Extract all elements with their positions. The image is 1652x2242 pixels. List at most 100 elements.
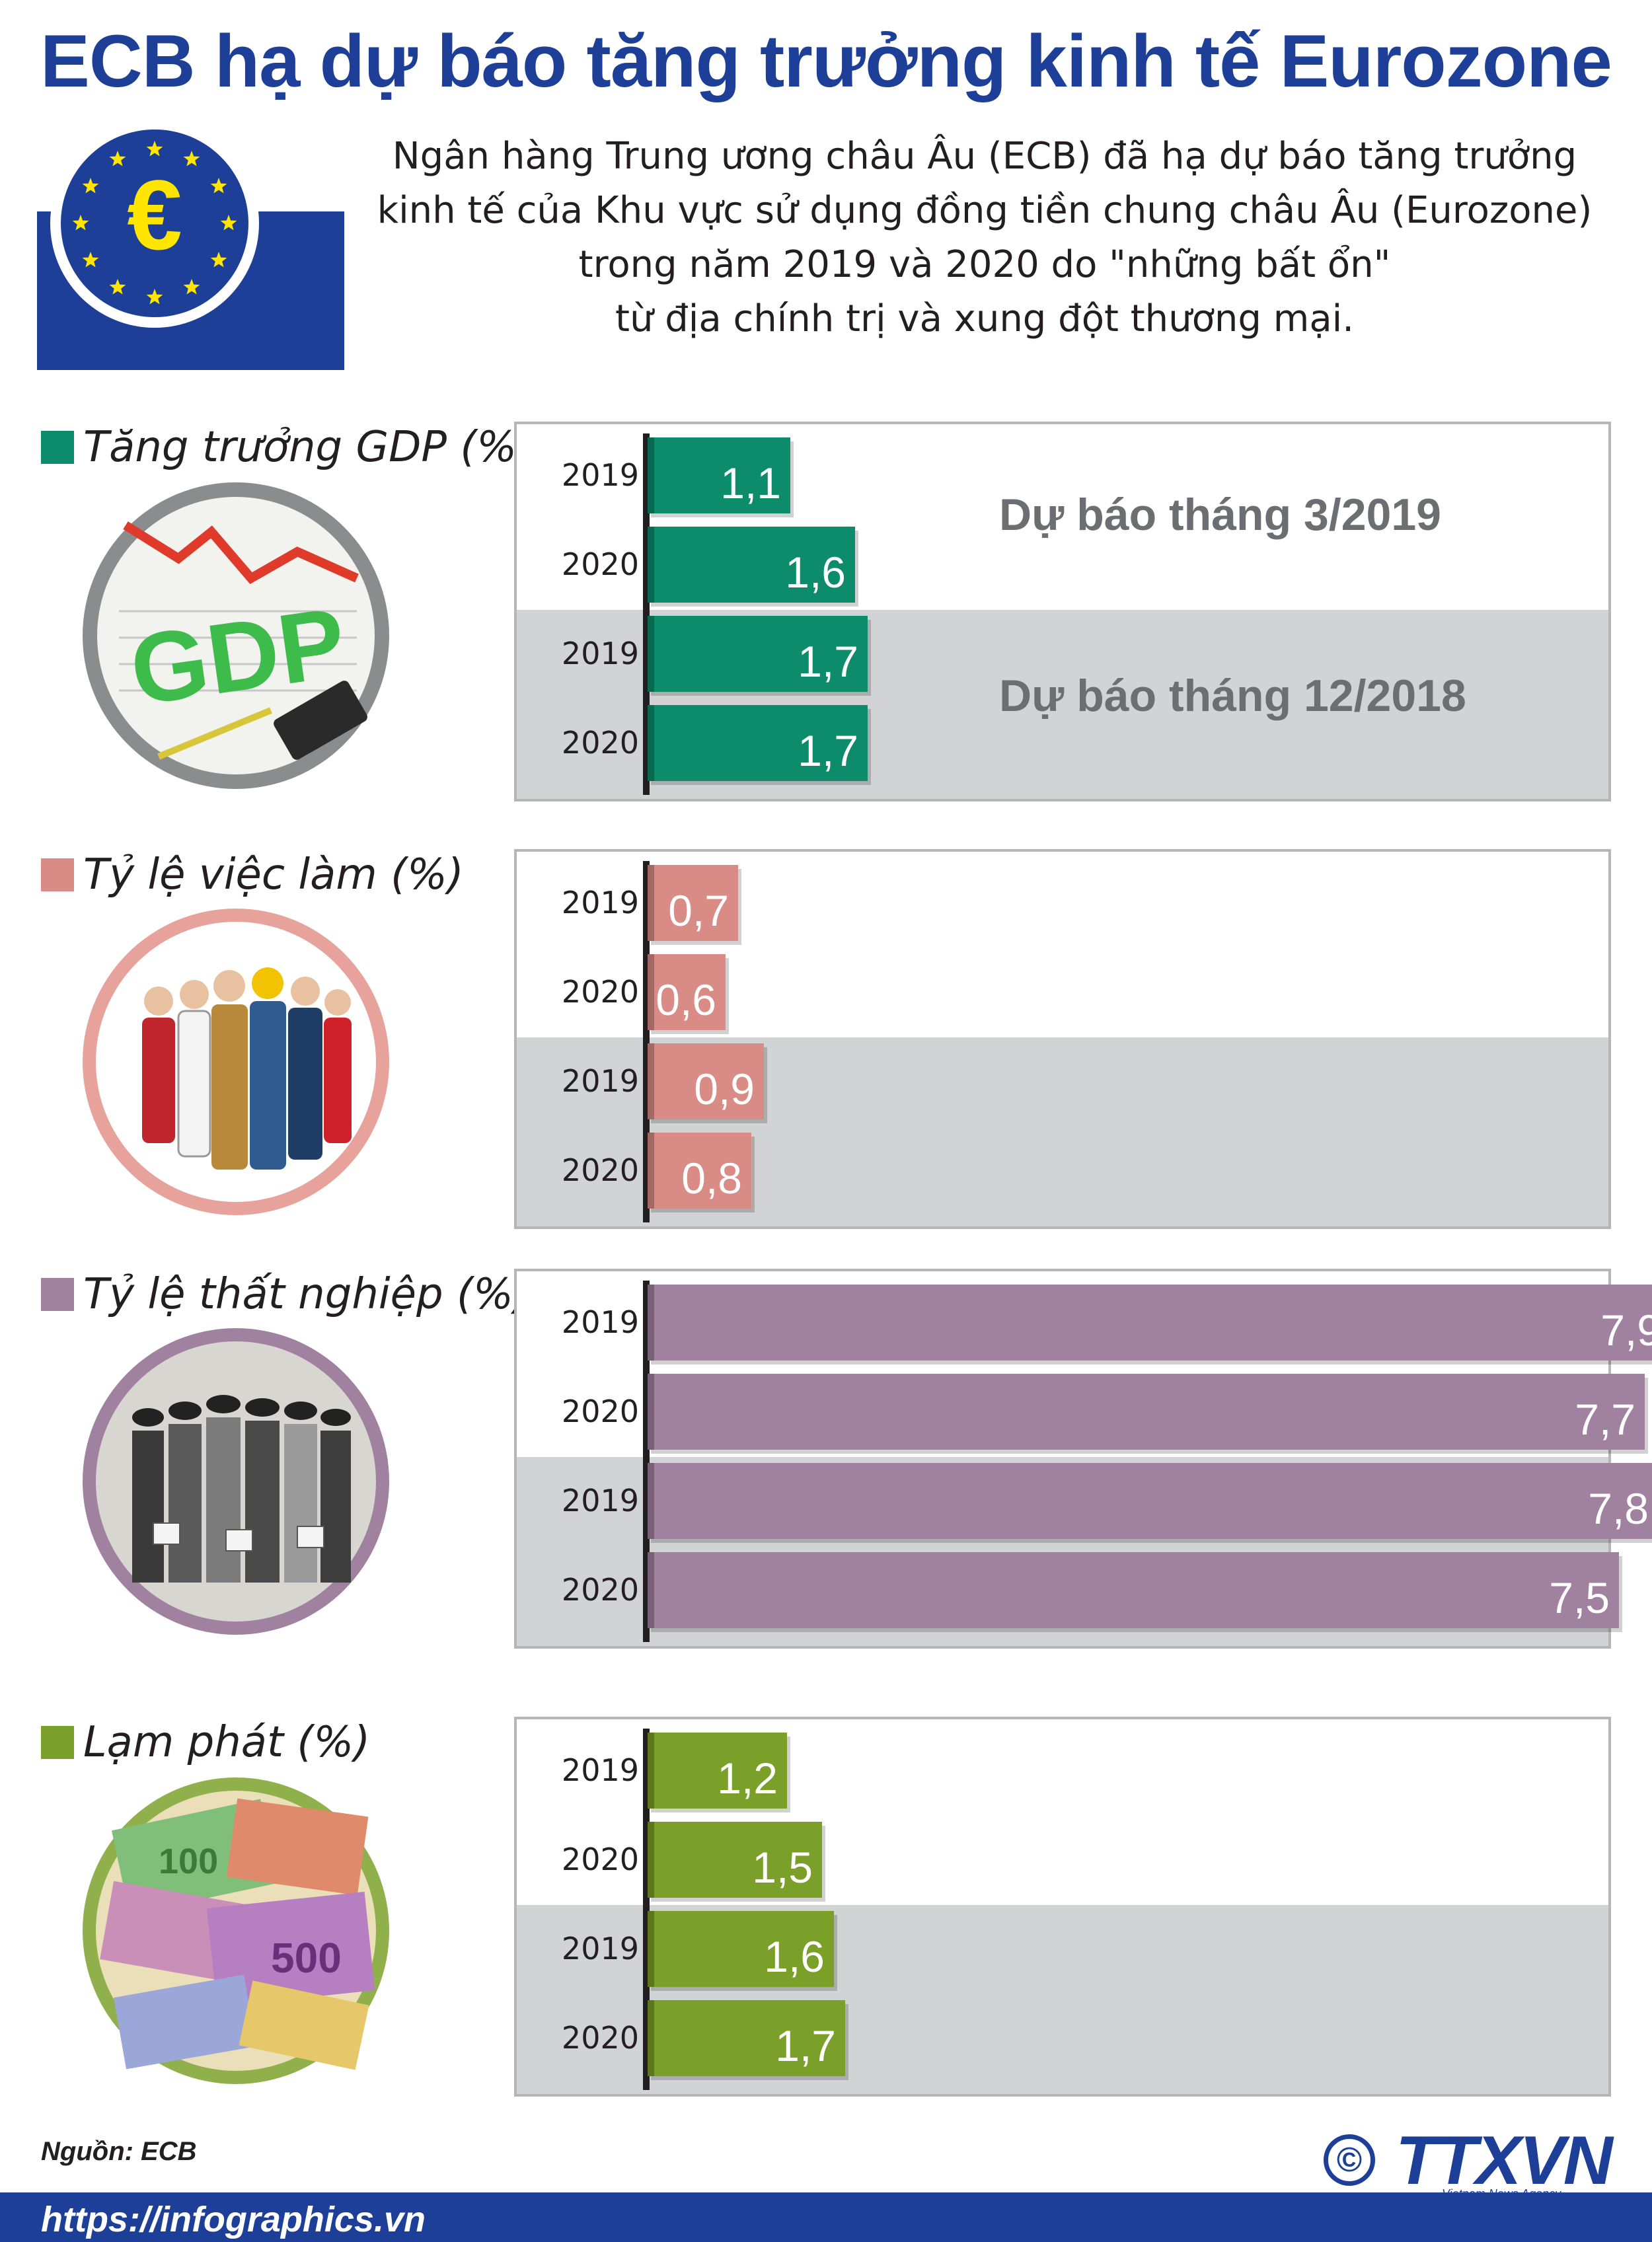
bar-value-label: 0,9 [694, 1065, 755, 1113]
intro-line: Ngân hàng Trung ương châu Âu (ECB) đã hạ… [392, 135, 1577, 178]
employment-chart-panel: 2019 0,7 2020 0,6 2019 0,9 2020 0,8 [514, 849, 1611, 1229]
intro-line: trong năm 2019 và 2020 do "những bất ổn" [578, 243, 1391, 286]
year-label: 2020 [561, 546, 639, 582]
gdp-chart-panel: Dự báo tháng 3/2019 Dự báo tháng 12/2018… [514, 422, 1611, 802]
bar-value-label: 1,2 [717, 1754, 778, 1803]
chart-bar: 0,6 [648, 954, 726, 1030]
inflation-chart-panel: 2019 1,2 2020 1,5 2019 1,6 2020 1,7 [514, 1717, 1611, 2097]
year-label: 2019 [561, 1931, 639, 1966]
year-label: 2020 [561, 725, 639, 761]
intro-text: Ngân hàng Trung ương châu Âu (ECB) đã hạ… [370, 130, 1599, 346]
bar-value-label: 1,7 [798, 637, 858, 686]
gdp-section-label: Tăng trưởng GDP (%) [41, 423, 533, 472]
chart-bar: 1,1 [648, 437, 790, 513]
year-label: 2020 [561, 1152, 639, 1188]
chart-bar: 1,7 [648, 616, 868, 692]
forecast-march-label: Dự báo tháng 3/2019 [999, 490, 1441, 540]
ecb-euro-logo: € [37, 119, 344, 370]
star-icon [109, 279, 126, 295]
chart-bar: 1,6 [648, 527, 855, 603]
inflation-section-label: Lạm phát (%) [41, 1718, 370, 1767]
gdp-legend-swatch [41, 431, 74, 464]
footer-url-link[interactable]: https://infographics.vn [41, 2200, 426, 2239]
bar-value-label: 7,5 [1549, 1573, 1610, 1622]
chart-bar: 0,7 [648, 865, 738, 941]
star-icon [183, 279, 200, 295]
star-icon [210, 178, 227, 194]
source-note: Nguồn: ECB [41, 2137, 197, 2166]
bar-value-label: 1,7 [775, 2021, 836, 2070]
gdp-photo-icon: GDP [79, 479, 393, 793]
bar-value-label: 7,7 [1575, 1395, 1635, 1444]
bar-value-label: 0,6 [656, 975, 716, 1024]
agency-logo: TTXVN Vietnam News Agency [1396, 2122, 1614, 2200]
gdp-section-title: Tăng trưởng GDP (%) [83, 423, 534, 472]
year-label: 2020 [561, 1842, 639, 1877]
year-label: 2019 [561, 1752, 639, 1788]
copyright-icon: © [1324, 2134, 1375, 2186]
employment-legend-swatch [41, 858, 74, 891]
unemployment-legend-swatch [41, 1278, 74, 1311]
bar-value-label: 1,6 [764, 1932, 825, 1981]
employment-section-label: Tỷ lệ việc làm (%) [41, 850, 464, 899]
euro-banknotes-photo-icon: 100 500 [79, 1774, 393, 2088]
footer-bar [0, 2192, 1652, 2242]
intro-line: từ địa chính trị và xung đột thương mại. [615, 297, 1354, 340]
svg-text:500: 500 [271, 1934, 342, 1982]
year-label: 2019 [561, 636, 639, 671]
unemployment-chart-panel: 2019 7,9 2020 7,7 2019 7,8 2020 7,5 [514, 1269, 1652, 1649]
star-icon [146, 289, 163, 305]
chart-axis [643, 861, 650, 1222]
chart-bar: 7,9 [648, 1285, 1652, 1361]
page-title: ECB hạ dự báo tăng trưởng kinh tế Eurozo… [40, 20, 1612, 102]
bar-value-label: 7,8 [1588, 1484, 1649, 1533]
unemployment-section-title: Tỷ lệ thất nghiệp (%) [83, 1270, 530, 1319]
inflation-legend-swatch [41, 1726, 74, 1759]
bar-value-label: 1,5 [752, 1843, 813, 1892]
agency-name: TTXVN [1396, 2122, 1613, 2199]
year-label: 2020 [561, 1572, 639, 1608]
year-label: 2020 [561, 2020, 639, 2056]
year-label: 2020 [561, 1394, 639, 1429]
star-icon [146, 141, 163, 157]
employment-section-title: Tỷ lệ việc làm (%) [83, 850, 464, 899]
bar-value-label: 0,8 [681, 1154, 742, 1203]
bar-value-label: 1,1 [720, 459, 781, 507]
forecast-december-label: Dự báo tháng 12/2018 [999, 671, 1466, 721]
chart-bar: 1,7 [648, 705, 868, 781]
chart-bar: 7,7 [648, 1374, 1645, 1450]
star-icon [82, 252, 99, 268]
unemployed-queue-photo-icon [79, 1325, 393, 1639]
chart-axis [643, 433, 650, 795]
star-icon [109, 151, 126, 167]
year-label: 2019 [561, 1063, 639, 1099]
chart-bar: 0,9 [648, 1043, 764, 1119]
star-icon [210, 252, 227, 268]
year-label: 2020 [561, 974, 639, 1010]
chart-axis [643, 1281, 650, 1642]
inflation-section-title: Lạm phát (%) [83, 1718, 371, 1767]
chart-axis [643, 1729, 650, 2090]
bar-value-label: 7,9 [1600, 1306, 1652, 1355]
chart-bar: 1,6 [648, 1911, 834, 1987]
bar-value-label: 1,6 [785, 548, 846, 597]
intro-line: kinh tế của Khu vực sử dụng đồng tiền ch… [377, 189, 1593, 232]
star-icon [82, 178, 99, 194]
star-icon [183, 151, 200, 167]
bar-value-label: 0,7 [668, 886, 729, 935]
year-label: 2019 [561, 1483, 639, 1518]
chart-bar: 7,8 [648, 1463, 1652, 1539]
chart-bar: 1,7 [648, 2000, 845, 2076]
bar-value-label: 1,7 [798, 726, 858, 775]
year-label: 2019 [561, 1304, 639, 1340]
chart-bar: 1,5 [648, 1822, 822, 1898]
chart-bar: 7,5 [648, 1552, 1619, 1628]
star-icon [220, 215, 237, 231]
svg-text:100: 100 [159, 1842, 218, 1881]
chart-bar: 1,2 [648, 1733, 787, 1809]
year-label: 2019 [561, 457, 639, 493]
chart-bar: 0,8 [648, 1133, 751, 1209]
euro-symbol: € [127, 159, 182, 270]
year-label: 2019 [561, 885, 639, 920]
star-icon [72, 215, 89, 231]
